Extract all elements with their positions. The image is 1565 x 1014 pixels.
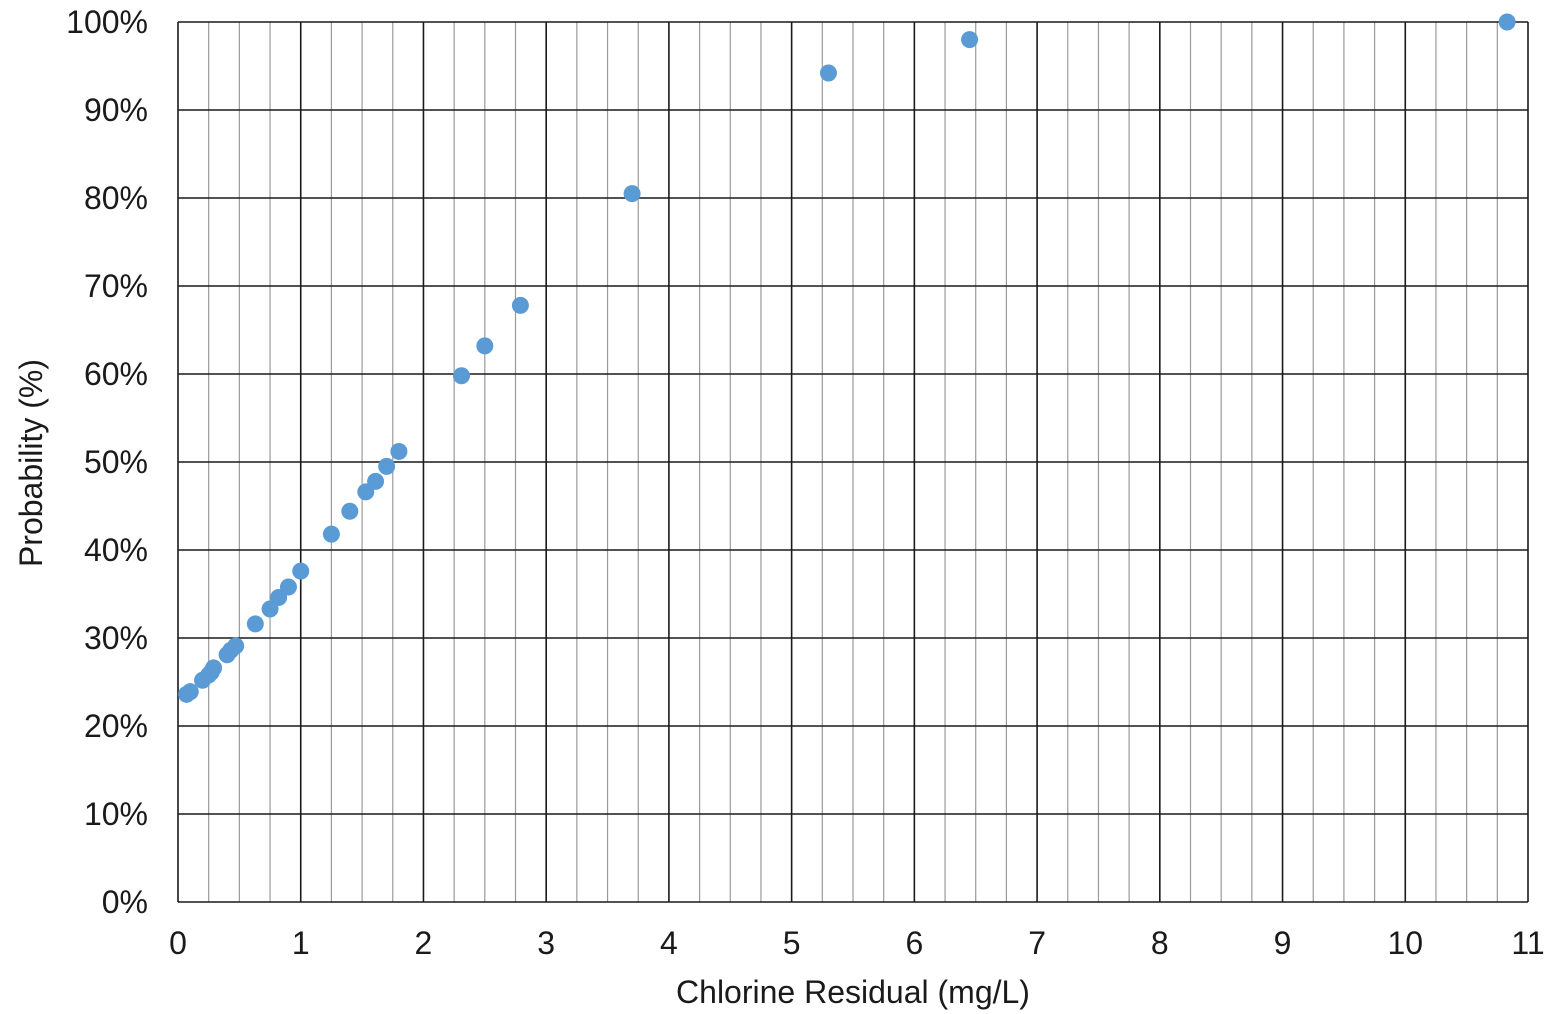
data-point: [623, 185, 641, 203]
data-point: [476, 337, 494, 355]
x-tick-label: 8: [1151, 925, 1169, 961]
x-tick-label: 11: [1511, 925, 1544, 961]
data-point: [227, 637, 245, 655]
data-point: [1498, 13, 1516, 31]
x-tick-label: 5: [783, 925, 801, 961]
grid: [177, 21, 1529, 903]
data-point: [961, 31, 979, 49]
data-point: [279, 578, 297, 596]
y-tick-label: 90%: [84, 92, 148, 128]
y-tick-label: 70%: [84, 268, 148, 304]
y-tick-label: 80%: [84, 180, 148, 216]
y-tick-label: 60%: [84, 356, 148, 392]
y-tick-label: 40%: [84, 532, 148, 568]
y-tick-label: 0%: [102, 884, 148, 920]
y-tick-label: 20%: [84, 708, 148, 744]
data-points: [178, 13, 1516, 703]
y-tick-label: 30%: [84, 620, 148, 656]
data-point: [453, 367, 470, 385]
tick-labels: 0 1 2 3 4 5 6 7 8 9 10 11 0% 10% 20% 30% 40% 50% 60% 70% 80%…: [66, 4, 1544, 961]
y-axis-title: Probability (%): [13, 359, 49, 567]
data-point: [341, 502, 359, 520]
x-tick-label: 10: [1387, 925, 1423, 961]
data-point: [390, 442, 408, 460]
data-point: [292, 562, 310, 580]
x-tick-label: 6: [905, 925, 923, 961]
y-tick-label: 10%: [84, 796, 148, 832]
data-point: [322, 525, 340, 543]
x-axis-title: Chlorine Residual (mg/L): [676, 974, 1030, 1010]
x-tick-label: 4: [660, 925, 678, 961]
x-tick-label: 3: [537, 925, 555, 961]
x-tick-label: 0: [169, 925, 187, 961]
data-point: [205, 659, 223, 677]
y-tick-label: 50%: [84, 444, 148, 480]
x-tick-label: 9: [1274, 925, 1292, 961]
data-point: [246, 615, 264, 633]
data-point: [819, 64, 837, 82]
data-point: [367, 472, 385, 490]
x-tick-label: 7: [1028, 925, 1046, 961]
x-tick-label: 2: [415, 925, 433, 961]
data-point: [511, 296, 529, 314]
data-point: [181, 683, 199, 701]
x-tick-label: 1: [292, 925, 310, 961]
data-point: [378, 457, 396, 475]
y-tick-label: 100%: [66, 4, 148, 40]
